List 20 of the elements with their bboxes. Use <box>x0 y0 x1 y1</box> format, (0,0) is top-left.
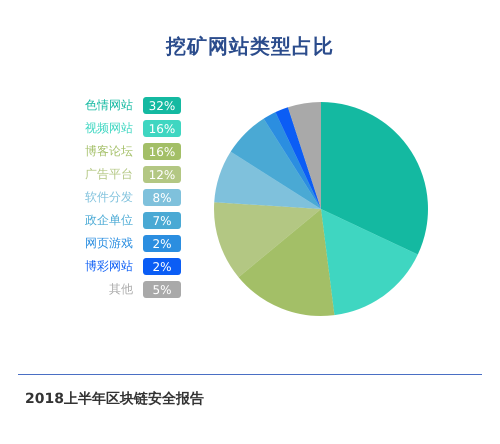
legend-label: 色情网站 <box>84 97 133 114</box>
data-label: 12% <box>148 168 176 182</box>
data-label: 2% <box>152 236 172 250</box>
legend-label: 其他 <box>108 281 133 298</box>
legend-label: 博客论坛 <box>84 143 133 160</box>
legend-label: 政企单位 <box>84 212 133 229</box>
text: 2018上半年区块链安全报告 <box>25 391 204 407</box>
data-label: 5% <box>152 282 172 296</box>
data-label: 16% <box>148 144 176 158</box>
data-label: 16% <box>148 122 176 136</box>
data-label: 2% <box>152 260 172 274</box>
chart-title: 挖矿网站类型占比 <box>166 34 334 58</box>
legend-label: 广告平台 <box>84 166 133 183</box>
data-label: 32% <box>148 98 176 112</box>
legend-label: 软件分发 <box>84 189 133 206</box>
legend-label: 网页游戏 <box>84 235 133 252</box>
data-label: 7% <box>152 214 172 228</box>
legend-label: 视频网站 <box>84 120 133 137</box>
legend-label: 博彩网站 <box>84 258 133 275</box>
data-label: 8% <box>152 190 172 204</box>
